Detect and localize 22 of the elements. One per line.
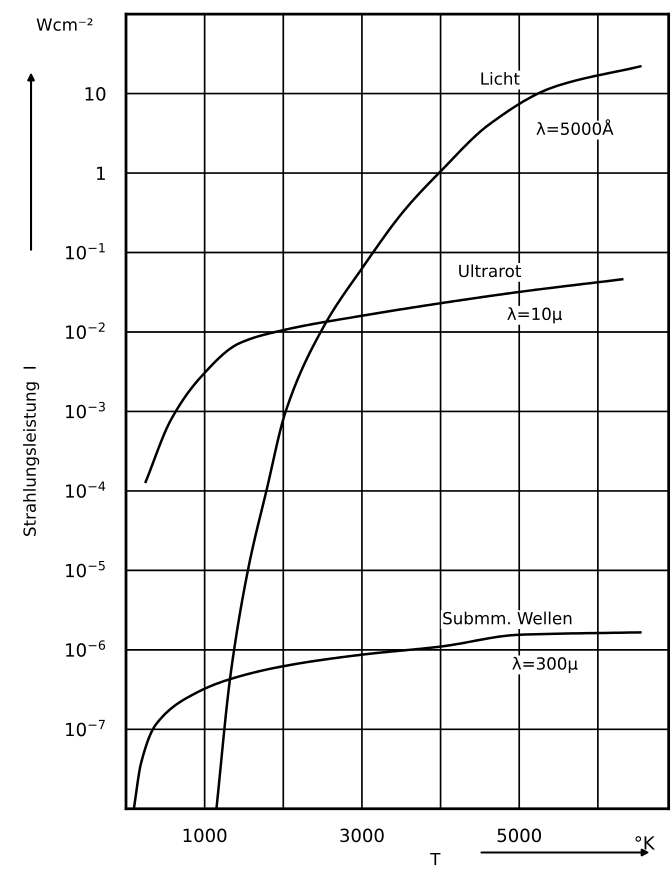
annotation: λ=10μ: [507, 307, 562, 324]
y-tick-label: 1: [97, 166, 105, 180]
y-tick-label: 10$^{−5}$: [66, 561, 105, 578]
y-tick-label: 10: [86, 87, 106, 101]
y-tick-label: 10$^{−4}$: [66, 482, 106, 498]
annotation: Submm. Wellen: [443, 612, 572, 624]
annotation: λ=300μ: [512, 656, 578, 674]
x-tick-label: 1000: [184, 828, 226, 842]
y-tick-label: 10$^{−1}$: [66, 243, 105, 260]
x-tick-label: 3000: [340, 828, 384, 842]
y-axis-title: Strahlungsleistung I: [23, 366, 40, 536]
y-tick-label: 10$^{−3}$: [66, 402, 105, 418]
text: °K: [636, 836, 656, 850]
x-tick-label: 5000: [498, 828, 541, 842]
y-tick-label: 10$^{−2}$: [66, 322, 105, 339]
x-axis-title: T: [430, 853, 440, 866]
annotation: λ=5000Å: [536, 119, 614, 135]
text: Wcm⁻²: [36, 18, 92, 31]
annotation: Licht: [481, 72, 520, 85]
y-tick-label: 10$^{−6}$: [66, 640, 106, 657]
annotation: Ultrarot: [459, 264, 521, 278]
y-tick-label: 10$^{−7}$: [66, 720, 105, 736]
